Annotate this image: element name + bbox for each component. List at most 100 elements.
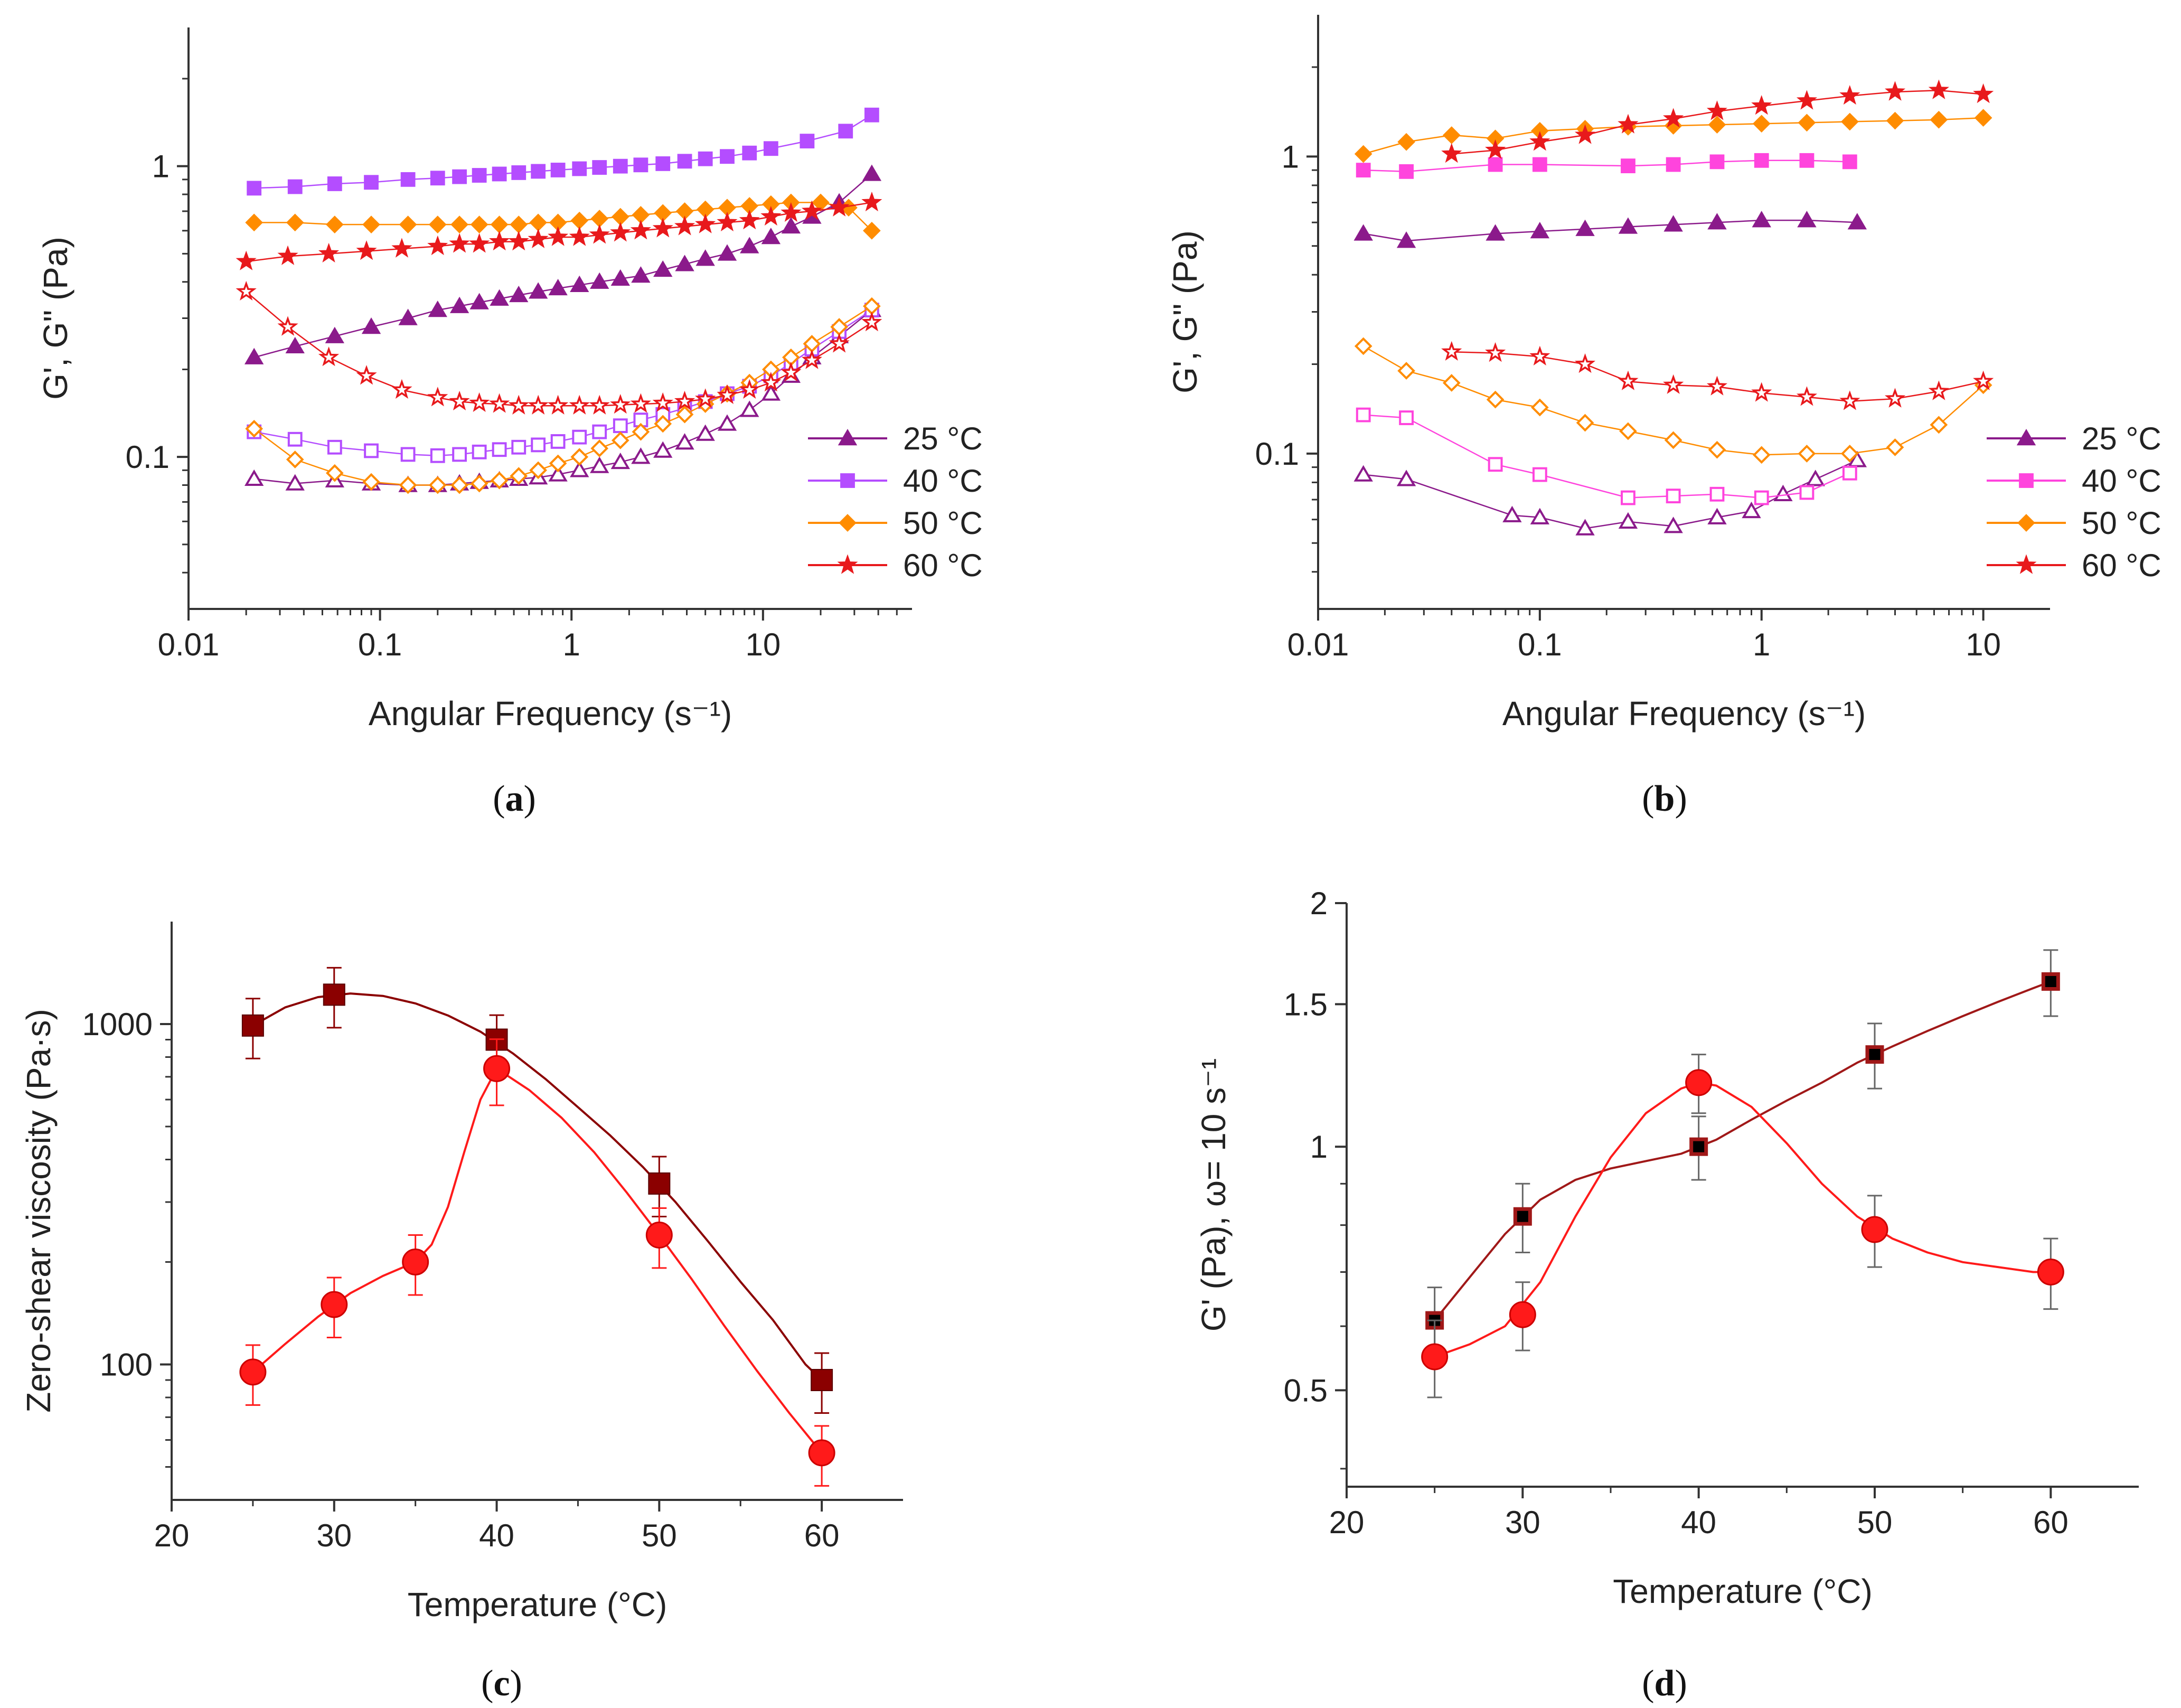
data-point-gprime	[1709, 154, 1725, 170]
data-point-gprime	[400, 172, 416, 187]
data-point-gprime	[449, 233, 470, 253]
legend-marker	[2019, 473, 2034, 488]
series-line-gprime	[253, 173, 872, 358]
series-3	[1441, 79, 1994, 410]
data-point-gdoubleprime	[529, 461, 547, 480]
data-point-gdoubleprime	[1397, 362, 1415, 380]
data-point-gdoubleprime	[285, 474, 305, 491]
data-point-gdoubleprime	[1574, 353, 1596, 373]
data-point-gprime	[364, 175, 379, 190]
data-point-gdoubleprime	[449, 390, 470, 410]
data-point-gdoubleprime	[1488, 457, 1503, 472]
data-point-gdoubleprime	[1529, 345, 1550, 366]
y-tick-label: 0.1	[1255, 436, 1299, 472]
data-point-gdoubleprime	[1486, 390, 1505, 409]
data-point-gprime	[1973, 83, 1994, 104]
series-line-gdoubleprime	[1363, 414, 1850, 499]
chart-panel-c: 20 30 40 50 60 100 1000 Temperature (°C) Zero-sh…	[20, 922, 903, 1623]
data-point-gprime	[717, 244, 737, 261]
y-tick-label: 1	[152, 149, 170, 184]
data-point-gprime	[569, 226, 590, 246]
caption-letter: c	[493, 1663, 510, 1704]
legend: 25 °C 40 °C 50 °C 60 °C	[808, 421, 983, 583]
data-point	[323, 983, 345, 1006]
data-point-gdoubleprime	[781, 361, 802, 382]
data-point-gprime	[863, 221, 881, 240]
data-point-gdoubleprime	[450, 476, 468, 494]
data-point-gprime	[398, 308, 418, 325]
data-point-gprime	[675, 255, 694, 271]
legend-marker	[837, 554, 858, 574]
data-point-gprime	[327, 176, 342, 191]
data-point-gprime	[1356, 163, 1371, 178]
x-tick-label: 1	[563, 627, 580, 662]
data-point-gprime	[610, 222, 631, 242]
data-point-gprime	[511, 165, 527, 180]
series-2	[1354, 109, 1992, 464]
x-tick-label: 30	[1505, 1505, 1540, 1540]
data-point-gprime	[356, 240, 377, 260]
data-point-gprime	[450, 215, 468, 233]
series-1	[239, 1038, 835, 1487]
data-point-gprime	[1798, 114, 1816, 132]
caption-paren: )	[1675, 1663, 1687, 1704]
data-point-gdoubleprime	[470, 474, 488, 493]
data-point-gdoubleprime	[1666, 489, 1681, 504]
data-point-gdoubleprime	[1576, 414, 1594, 432]
data-point-gprime	[361, 317, 381, 334]
data-point-gdoubleprime	[1356, 407, 1371, 423]
data-point-gdoubleprime	[364, 443, 379, 458]
data-point-gdoubleprime	[489, 393, 510, 413]
data-point	[1861, 1216, 1888, 1243]
x-axis-label: Angular Frequency (s⁻¹)	[369, 695, 732, 733]
data-point-gdoubleprime	[1354, 337, 1372, 355]
legend-marker	[839, 514, 857, 532]
data-point-gdoubleprime	[362, 473, 380, 491]
data-point-gdoubleprime	[632, 423, 650, 441]
data-point-gdoubleprime	[1399, 410, 1414, 425]
series-1	[1421, 1054, 2064, 1399]
series-0	[1353, 211, 1867, 536]
fit-curve	[1434, 980, 2052, 1321]
series-0	[1425, 949, 2060, 1358]
data-point-gprime	[1752, 115, 1771, 133]
data-point-gdoubleprime	[531, 437, 546, 453]
data-point-gprime	[653, 260, 673, 277]
panel-caption: (b)	[1642, 778, 1687, 819]
data-point-gprime	[245, 213, 263, 232]
data-point-gdoubleprime	[1621, 490, 1635, 505]
data-point-gprime	[1353, 224, 1373, 241]
panel-caption: (c)	[481, 1663, 522, 1704]
data-point-gprime	[325, 215, 344, 233]
data-point-gdoubleprime	[652, 392, 673, 412]
data-point-gprime	[510, 215, 528, 233]
data-point	[1513, 1207, 1532, 1226]
caption-paren: (	[1642, 778, 1654, 819]
data-point-gprime	[862, 164, 882, 181]
data-point-gdoubleprime	[1742, 501, 1761, 519]
data-point-gdoubleprime	[1799, 485, 1815, 500]
x-tick-label: 0.01	[1287, 627, 1349, 662]
data-point-gprime	[801, 200, 822, 220]
caption-letter: d	[1654, 1663, 1675, 1704]
data-point-gdoubleprime	[1664, 431, 1682, 449]
y-tick-label: 1	[1310, 1129, 1328, 1165]
panel-caption: (d)	[1642, 1663, 1687, 1704]
data-point-gprime	[1354, 145, 1372, 163]
data-point-gprime	[285, 336, 305, 354]
data-point-gdoubleprime	[570, 461, 589, 477]
data-point-gprime	[1752, 211, 1771, 228]
data-point-gprime	[592, 160, 607, 175]
legend-marker	[838, 429, 858, 446]
data-point-gdoubleprime	[550, 434, 566, 449]
data-point-gdoubleprime	[1847, 451, 1867, 467]
data-point-gprime	[781, 217, 801, 234]
data-point-gprime	[717, 211, 738, 231]
data-point-gprime	[490, 289, 509, 306]
data-point-gdoubleprime	[1707, 508, 1727, 524]
data-point-gprime	[1708, 116, 1726, 134]
data-point	[1421, 1343, 1449, 1371]
legend-label: 25 °C	[903, 421, 983, 456]
data-point-gprime	[1839, 85, 1860, 105]
data-point-gdoubleprime	[356, 365, 377, 385]
